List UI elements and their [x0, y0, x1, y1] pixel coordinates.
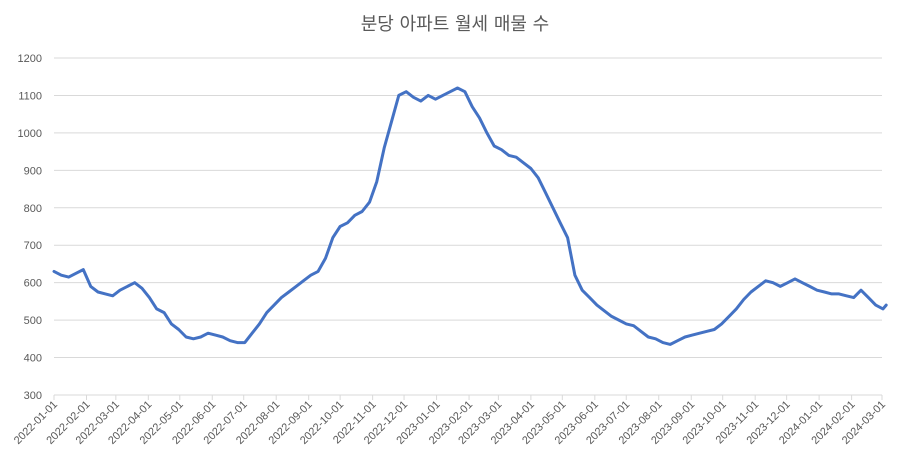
y-tick-label: 1200: [18, 53, 42, 65]
x-axis-ticks: 2022-01-012022-02-012022-03-012022-04-01…: [12, 395, 888, 447]
y-tick-label: 600: [24, 278, 42, 290]
chart-title: 분당 아파트 월세 매물 수: [361, 14, 550, 35]
y-tick-label: 700: [24, 240, 42, 252]
series-line: [52, 86, 888, 346]
y-axis-ticks: 300 400 500 600 700 800 900 1000 1100 1200: [18, 53, 42, 402]
y-tick-label: 300: [24, 390, 42, 402]
y-tick-label: 500: [24, 315, 42, 327]
series-layer: [52, 86, 888, 346]
y-tick-label: 900: [24, 165, 42, 177]
y-tick-label: 400: [24, 353, 42, 365]
y-tick-label: 1000: [18, 128, 42, 140]
y-tick-label: 800: [24, 203, 42, 215]
gridlines: [54, 57, 882, 396]
y-tick-label: 1100: [18, 90, 42, 102]
